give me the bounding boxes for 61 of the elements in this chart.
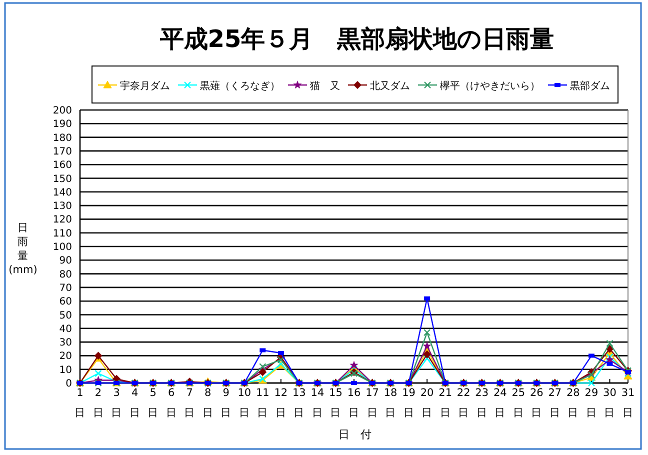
x-tick-label: 1日 [74,387,86,419]
y-tick-label: 10 [59,364,72,376]
y-tick-label: 120 [52,214,72,226]
x-tick-label: 22日 [456,387,470,419]
y-tick-label: 80 [59,269,72,280]
x-tick-label: 29日 [584,387,598,419]
y-tick-label: 20 [59,351,72,362]
y-tick-label: 150 [52,174,72,185]
y-tick-label: 100 [52,242,72,253]
x-tick-label: 16日 [347,387,361,419]
x-tick-label: 9日 [220,387,232,419]
y-tick-label: 190 [52,119,72,130]
legend-label: 黒部ダム [570,80,610,92]
legend-label: 宇奈月ダム [120,80,170,92]
x-axis-title: 日 付 [338,428,372,441]
x-tick-label: 30日 [603,387,616,419]
y-tick-label: 60 [59,296,72,308]
x-tick-label: 8日 [202,387,214,419]
y-tick-label: 140 [52,187,72,198]
x-tick-label: 26日 [530,387,544,419]
x-tick-label: 31日 [621,387,635,419]
y-tick-label: 70 [59,282,72,294]
x-tick-label: 25日 [512,387,526,419]
x-tick-label: 27日 [548,387,562,419]
x-tick-label: 24日 [493,387,508,419]
x-tick-label: 20日 [420,387,434,419]
legend-label: 北又ダム [370,80,410,92]
y-tick-label: 0 [66,378,72,390]
y-tick-label: 30 [59,338,72,349]
y-axis-title: 日雨量(mm) [8,222,38,276]
x-tick-label: 17日 [366,387,379,419]
x-tick-label: 23日 [475,387,489,419]
x-tick-label: 15日 [329,387,342,419]
chart-title: 平成25年５月 黒部扇状地の日雨量 [158,25,554,53]
y-tick-label: 40 [59,324,72,335]
y-tick-label: 110 [52,228,72,240]
y-tick-label: 130 [52,201,72,212]
y-tick-label: 180 [52,132,72,144]
x-tick-label: 5日 [148,387,159,419]
x-tick-label: 14日 [310,387,324,419]
legend-label: 黒薙（くろなぎ） [200,80,280,92]
x-tick-label: 19日 [402,387,416,419]
y-tick-label: 200 [52,106,72,116]
x-tick-label: 2日 [92,387,104,419]
y-tick-label: 50 [59,310,72,322]
x-tick-label: 18日 [384,387,398,419]
y-tick-label: 90 [59,256,72,267]
x-tick-label: 21日 [438,387,452,419]
x-tick-label: 10日 [238,387,252,419]
x-tick-label: 7日 [184,387,196,419]
x-tick-label: 12日 [274,387,288,419]
x-tick-label: 13日 [292,387,306,419]
legend-label: 猫 又 [310,81,340,92]
y-tick-label: 170 [52,146,72,158]
x-tick-label: 11日 [256,387,270,419]
x-tick-label: 3日 [111,387,122,419]
x-tick-label: 6日 [166,387,177,419]
x-tick-label: 4日 [129,387,140,419]
y-tick-label: 160 [52,160,72,172]
legend-label: 欅平（けやきだいら） [440,80,540,92]
x-tick-label: 28日 [566,387,580,419]
